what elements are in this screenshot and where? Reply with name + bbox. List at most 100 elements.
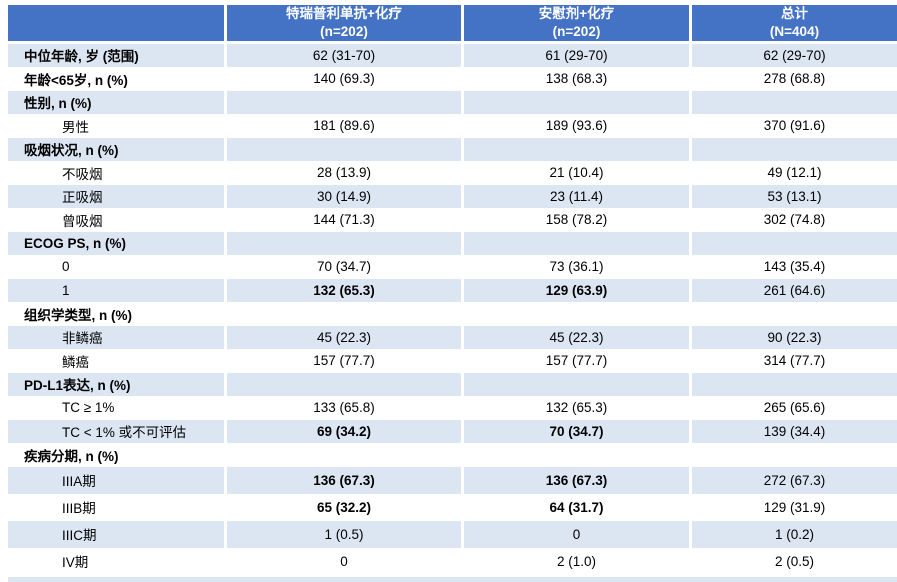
table-row: 鳞癌 157 (77.7) 157 (77.7) 314 (77.7) [8, 349, 897, 373]
value-cell [227, 372, 464, 397]
row-label: 组织学类型, n (%) [8, 302, 227, 326]
value-cell: 90 (22.3) [692, 325, 897, 350]
value-cell: 272 (67.3) [692, 466, 897, 494]
value-cell: 136 (67.3) [227, 466, 464, 494]
table-row: 疾病分期, n (%) [8, 443, 897, 467]
row-label: TC ≥ 1% [8, 396, 227, 420]
value-cell: 265 (65.6) [692, 396, 897, 420]
value-cell [227, 90, 464, 115]
value-cell: 133 (65.8) [227, 396, 464, 420]
header-row: 特瑞普利单抗+化疗 (n=202) 安慰剂+化疗 (n=202) 总计 (N=4… [8, 5, 897, 44]
row-label: 性别, n (%) [8, 90, 227, 115]
value-cell: 53 (13.1) [692, 184, 897, 209]
table-body: 中位年龄, 岁 (范围) 62 (31-70) 61 (29-70) 62 (29-7… [8, 43, 897, 575]
row-label: 正吸烟 [8, 184, 227, 209]
row-label: 0 [8, 255, 227, 279]
value-cell: 181 (89.6) [227, 114, 464, 138]
row-label: 曾吸烟 [8, 208, 227, 232]
table-row: 不吸烟 28 (13.9) 21 (10.4) 49 (12.1) [8, 161, 897, 185]
header-label-cell [8, 5, 227, 44]
value-cell: 45 (22.3) [464, 325, 692, 350]
value-cell: 302 (74.8) [692, 208, 897, 232]
value-cell: 370 (91.6) [692, 114, 897, 138]
value-cell: 1 (0.5) [227, 520, 464, 548]
table-row: 性别, n (%) [8, 90, 897, 115]
row-label: IV期 [8, 547, 227, 575]
value-cell: 49 (12.1) [692, 161, 897, 185]
header-total-title: 总计 [781, 6, 808, 21]
row-label: ECOG PS, n (%) [8, 231, 227, 256]
table-row: 年龄<65岁, n (%) 140 (69.3) 138 (68.3) 278 (68… [8, 67, 897, 91]
table-row: 正吸烟 30 (14.9) 23 (11.4) 53 (13.1) [8, 184, 897, 209]
value-cell: 314 (77.7) [692, 349, 897, 373]
value-cell: 0 [227, 547, 464, 575]
value-cell: 23 (11.4) [464, 184, 692, 209]
value-cell [227, 231, 464, 256]
value-cell: 64 (31.7) [464, 493, 692, 521]
table-row: 组织学类型, n (%) [8, 302, 897, 326]
value-cell: 61 (29-70) [464, 43, 692, 68]
header-cell-total: 总计 (N=404) [692, 5, 897, 44]
row-label: 不吸烟 [8, 161, 227, 185]
table-row: 非鳞癌 45 (22.3) 45 (22.3) 90 (22.3) [8, 325, 897, 350]
value-cell [692, 372, 897, 397]
value-cell [692, 231, 897, 256]
value-cell: 140 (69.3) [227, 67, 464, 91]
table-row: 1 132 (65.3) 129 (63.9) 261 (64.6) [8, 278, 897, 303]
row-label: 中位年龄, 岁 (范围) [8, 43, 227, 68]
value-cell: 62 (29-70) [692, 43, 897, 68]
value-cell [464, 90, 692, 115]
value-cell: 158 (78.2) [464, 208, 692, 232]
value-cell: 157 (77.7) [227, 349, 464, 373]
table-row: TC < 1% 或不可评估 69 (34.2) 70 (34.7) 139 (34.4… [8, 419, 897, 444]
row-label: PD-L1表达, n (%) [8, 372, 227, 397]
value-cell: 21 (10.4) [464, 161, 692, 185]
value-cell: 261 (64.6) [692, 278, 897, 303]
value-cell: 2 (0.5) [692, 547, 897, 575]
row-label: 年龄<65岁, n (%) [8, 67, 227, 91]
row-label: 1 [8, 278, 227, 303]
value-cell [227, 302, 464, 326]
value-cell [464, 137, 692, 162]
baseline-characteristics-table: 特瑞普利单抗+化疗 (n=202) 安慰剂+化疗 (n=202) 总计 (N=4… [8, 5, 897, 575]
value-cell [692, 302, 897, 326]
value-cell: 62 (31-70) [227, 43, 464, 68]
row-label: 非鳞癌 [8, 325, 227, 350]
value-cell: 69 (34.2) [227, 419, 464, 444]
row-label: 男性 [8, 114, 227, 138]
row-label: TC < 1% 或不可评估 [8, 419, 227, 444]
table-header: 特瑞普利单抗+化疗 (n=202) 安慰剂+化疗 (n=202) 总计 (N=4… [8, 5, 897, 44]
value-cell: 2 (1.0) [464, 547, 692, 575]
value-cell [692, 137, 897, 162]
value-cell [692, 443, 897, 467]
value-cell: 0 [464, 520, 692, 548]
header-cell-placebo-chemo: 安慰剂+化疗 (n=202) [464, 5, 692, 44]
table-row: PD-L1表达, n (%) [8, 372, 897, 397]
value-cell: 143 (35.4) [692, 255, 897, 279]
row-label: 疾病分期, n (%) [8, 443, 227, 467]
partial-row-strip [8, 577, 897, 582]
row-label: 吸烟状况, n (%) [8, 137, 227, 162]
value-cell: 129 (31.9) [692, 493, 897, 521]
value-cell: 144 (71.3) [227, 208, 464, 232]
value-cell: 132 (65.3) [464, 396, 692, 420]
value-cell [227, 137, 464, 162]
value-cell [464, 443, 692, 467]
value-cell: 70 (34.7) [227, 255, 464, 279]
value-cell: 136 (67.3) [464, 466, 692, 494]
row-label: IIIB期 [8, 493, 227, 521]
value-cell: 129 (63.9) [464, 278, 692, 303]
value-cell: 45 (22.3) [227, 325, 464, 350]
header-arm2-subtitle: (n=202) [552, 23, 601, 39]
row-label: IIIC期 [8, 520, 227, 548]
value-cell: 1 (0.2) [692, 520, 897, 548]
data-table: 特瑞普利单抗+化疗 (n=202) 安慰剂+化疗 (n=202) 总计 (N=4… [8, 5, 897, 575]
header-arm1-title: 特瑞普利单抗+化疗 [286, 6, 402, 21]
row-label: 鳞癌 [8, 349, 227, 373]
table-row: ECOG PS, n (%) [8, 231, 897, 256]
table-row: 曾吸烟 144 (71.3) 158 (78.2) 302 (74.8) [8, 208, 897, 232]
header-total-subtitle: (N=404) [769, 23, 820, 39]
value-cell: 157 (77.7) [464, 349, 692, 373]
table-row: IIIB期 65 (32.2) 64 (31.7) 129 (31.9) [8, 493, 897, 521]
